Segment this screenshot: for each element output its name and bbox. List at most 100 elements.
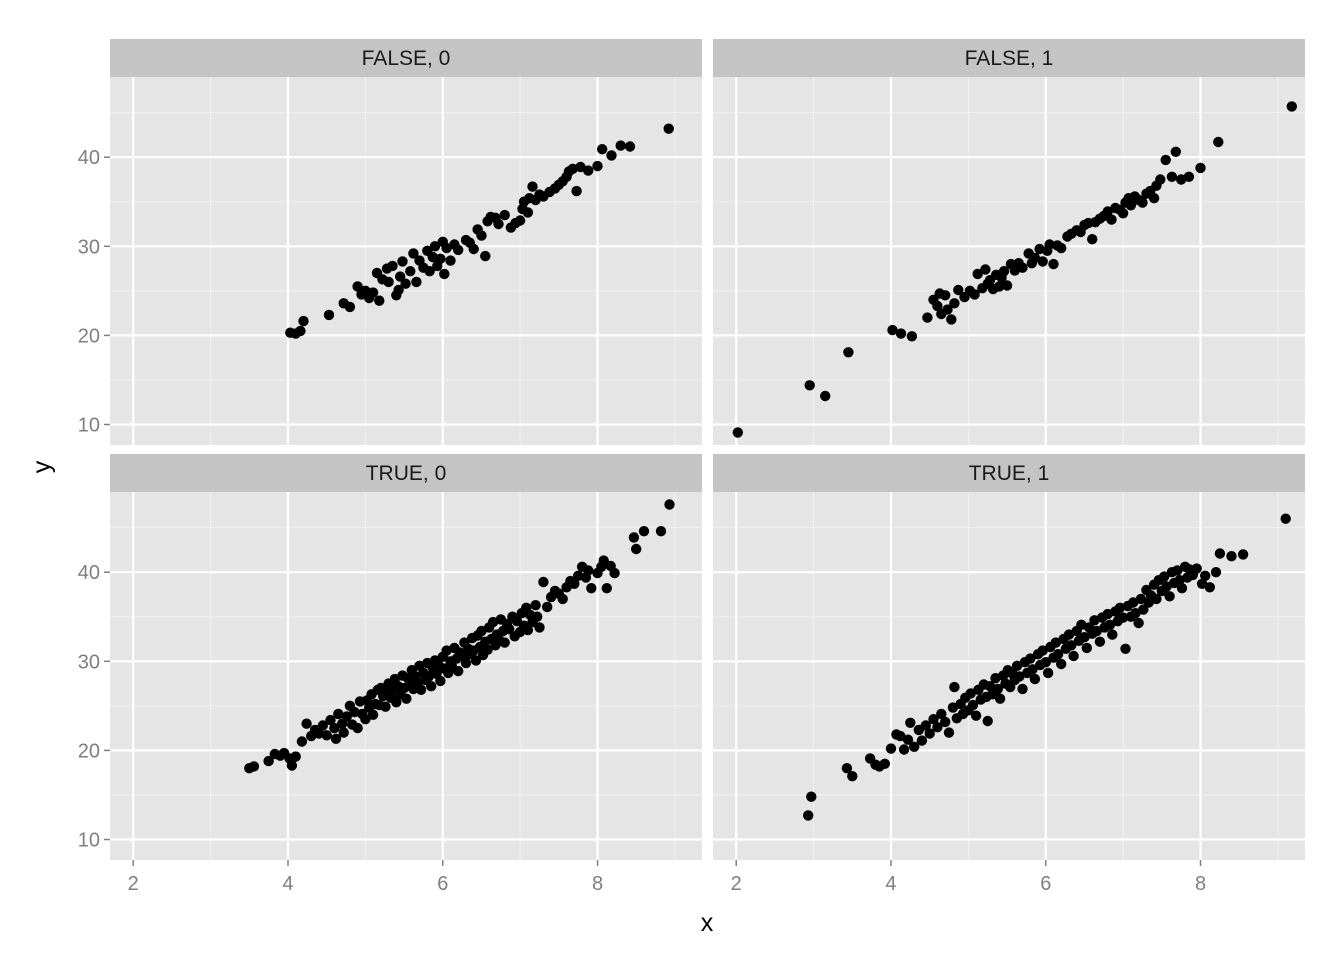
- data-point: [569, 578, 580, 589]
- data-point: [1174, 575, 1185, 586]
- data-point: [820, 390, 831, 402]
- data-point: [330, 733, 342, 744]
- data-point: [906, 331, 918, 342]
- data-point: [424, 266, 435, 277]
- data-point: [887, 324, 898, 336]
- data-point: [1091, 625, 1103, 637]
- data-point: [1081, 642, 1093, 654]
- data-point: [1237, 549, 1249, 560]
- data-point: [480, 250, 491, 262]
- data-point: [1214, 548, 1226, 559]
- data-point: [804, 380, 815, 391]
- data-point: [1052, 649, 1064, 660]
- facet-panel-false-1: FALSE, 1: [713, 39, 1305, 445]
- data-point: [898, 744, 910, 755]
- data-point: [936, 708, 947, 720]
- data-point: [969, 289, 980, 300]
- y-tick-label: 40: [78, 562, 100, 584]
- x-tick-label: 2: [731, 873, 742, 895]
- data-point: [439, 268, 450, 280]
- data-point: [1176, 583, 1188, 594]
- data-point: [352, 281, 363, 292]
- data-point: [1056, 658, 1067, 670]
- data-point: [1125, 200, 1137, 211]
- data-point: [1120, 643, 1131, 654]
- data-point: [1151, 593, 1162, 605]
- data-point: [453, 244, 464, 256]
- data-point: [843, 347, 854, 358]
- data-point: [1042, 667, 1054, 679]
- data-point: [1068, 650, 1079, 662]
- data-point: [295, 325, 306, 337]
- data-point: [1195, 162, 1206, 174]
- data-point: [401, 693, 412, 704]
- data-point: [841, 763, 853, 774]
- data-point: [441, 645, 452, 656]
- data-point: [1200, 570, 1211, 581]
- data-point: [1170, 146, 1182, 157]
- data-point: [387, 260, 398, 272]
- data-point: [928, 714, 939, 725]
- facet-strip: [713, 454, 1305, 492]
- data-point: [527, 181, 538, 192]
- data-point: [338, 727, 349, 738]
- data-point: [982, 715, 993, 727]
- data-point: [530, 600, 541, 611]
- data-point: [1213, 136, 1224, 148]
- data-point: [1017, 262, 1028, 273]
- data-point: [967, 699, 979, 711]
- data-point: [949, 681, 960, 693]
- data-point: [298, 315, 309, 327]
- x-tick-label: 8: [1195, 873, 1206, 895]
- data-point: [1226, 551, 1237, 562]
- data-point: [383, 276, 394, 288]
- data-point: [499, 209, 510, 221]
- data-point: [628, 532, 640, 543]
- data-point: [468, 243, 479, 255]
- data-point: [984, 681, 996, 692]
- data-point: [942, 304, 953, 315]
- y-tick-label: 20: [78, 740, 100, 762]
- data-point: [1137, 197, 1148, 208]
- y-tick-label: 10: [78, 415, 100, 437]
- x-tick-label: 6: [1040, 873, 1051, 895]
- x-tick-label: 4: [282, 873, 293, 895]
- facet-strip-label: TRUE, 0: [366, 462, 447, 485]
- data-point: [940, 290, 951, 301]
- data-points: [803, 513, 1291, 821]
- data-point: [1286, 101, 1298, 112]
- x-axis-right-column: 2 4 6 8: [731, 860, 1206, 895]
- data-point: [879, 758, 890, 769]
- data-point: [970, 710, 982, 721]
- data-point: [601, 583, 612, 594]
- facet-panel-true-0: TRUE, 0: [110, 454, 702, 860]
- y-tick-label: 10: [78, 830, 100, 852]
- data-point: [949, 298, 960, 309]
- facet-strip: [110, 39, 702, 77]
- data-point: [994, 281, 1005, 292]
- data-point: [341, 711, 352, 722]
- data-point: [352, 722, 363, 734]
- data-point: [583, 565, 594, 576]
- data-point: [329, 722, 340, 734]
- data-point: [1029, 252, 1041, 264]
- data-point: [586, 583, 597, 594]
- data-point: [248, 761, 260, 772]
- data-point: [1138, 604, 1149, 615]
- data-point: [367, 709, 379, 720]
- data-point: [1087, 234, 1098, 245]
- data-point: [631, 543, 642, 555]
- data-point: [940, 716, 951, 728]
- data-point: [1027, 664, 1038, 675]
- data-point: [905, 717, 916, 728]
- data-point: [909, 741, 920, 752]
- data-point: [557, 593, 568, 605]
- y-axis-title: y: [28, 460, 56, 473]
- data-point: [1014, 671, 1025, 682]
- data-point: [426, 681, 437, 692]
- data-point: [953, 284, 964, 296]
- data-point: [895, 328, 907, 339]
- data-point: [1155, 174, 1166, 185]
- data-point: [592, 160, 603, 172]
